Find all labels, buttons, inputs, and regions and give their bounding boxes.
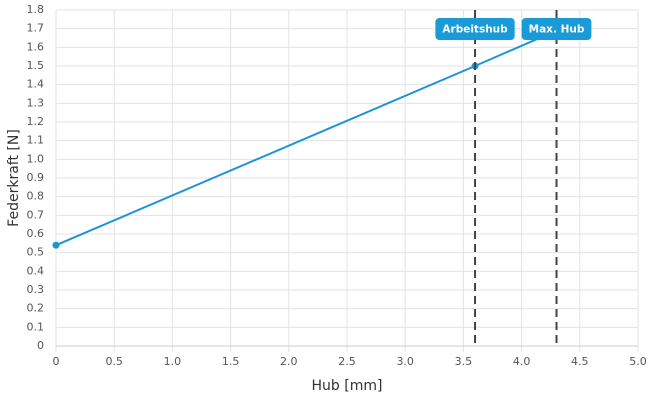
- y-tick-label: 0.9: [27, 171, 45, 184]
- y-tick-label: 0.8: [27, 190, 45, 203]
- y-tick-label: 1.0: [27, 152, 45, 165]
- x-tick-label: 2.5: [338, 355, 356, 368]
- point: [52, 241, 60, 249]
- x-tick-label: 5.0: [629, 355, 647, 368]
- x-tick-label: 0: [53, 355, 60, 368]
- annotation-box: [521, 18, 592, 40]
- y-tick-label: 0.3: [27, 283, 45, 296]
- x-tick-label: 1.0: [164, 355, 182, 368]
- y-tick-label: 0.2: [27, 302, 45, 315]
- y-tick-label: 1.3: [27, 96, 45, 109]
- y-tick-label: 1.5: [27, 59, 45, 72]
- x-tick-label: 4.0: [513, 355, 531, 368]
- y-tick-label: 1.7: [27, 22, 45, 35]
- x-axis-title: Hub [mm]: [312, 378, 383, 394]
- y-axis-title: Federkraft [N]: [6, 129, 22, 227]
- y-tick-label: 0.5: [27, 246, 45, 259]
- x-tick-label: 3.0: [396, 355, 414, 368]
- y-tick-label: 1.6: [27, 40, 45, 53]
- annotation-label: Max. Hub: [521, 18, 592, 40]
- x-tick-label: 2.0: [280, 355, 298, 368]
- y-tick-label: 1.4: [27, 78, 45, 91]
- y-tick-label: 0.4: [27, 264, 45, 277]
- x-tick-label: 3.5: [455, 355, 473, 368]
- x-tick-label: 4.5: [571, 355, 589, 368]
- annotation-box: [435, 18, 515, 40]
- x-tick-label: 1.5: [222, 355, 240, 368]
- y-tick-label: 1.8: [27, 3, 45, 16]
- y-tick-label: 0.6: [27, 227, 45, 240]
- y-tick-label: 0: [37, 339, 44, 352]
- annotation-text: Max. Hub: [529, 24, 585, 36]
- x-tick-label: 0.5: [105, 355, 123, 368]
- annotation-text: Arbeitshub: [442, 24, 508, 36]
- annotation-label: Arbeitshub: [435, 18, 515, 40]
- y-tick-label: 0.1: [27, 320, 45, 333]
- y-tick-label: 1.2: [27, 115, 45, 128]
- y-tick-label: 1.1: [27, 134, 45, 147]
- line: [55, 29, 557, 247]
- y-tick-label: 0.7: [27, 208, 45, 221]
